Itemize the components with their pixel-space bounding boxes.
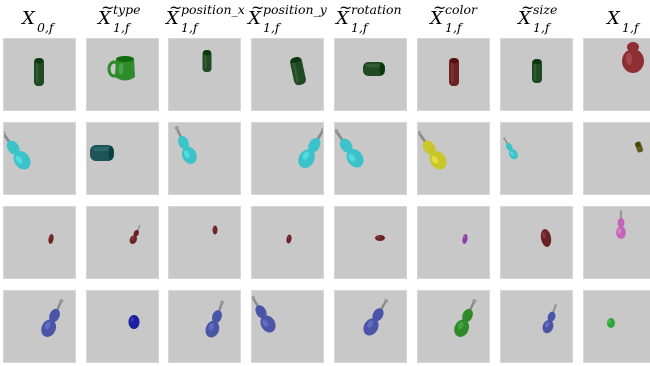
object-render: [454, 299, 477, 337]
object-render: [449, 58, 459, 86]
header-subscript: 1,f: [622, 20, 639, 35]
render-tile-r0-c4: [334, 38, 407, 111]
header-symbol: X: [607, 8, 620, 29]
object-render: [532, 59, 542, 83]
render-tile-r2-c1: [86, 206, 159, 279]
render-tile-r1-c0: [3, 122, 76, 195]
render-tile-r1-c2: [168, 122, 241, 195]
render-tile-r1-c4: [334, 122, 407, 195]
render-tile-r2-c3: [251, 206, 324, 279]
object-render: [129, 225, 141, 244]
render-tile-r0-c5: [417, 38, 490, 111]
render-tile-r1-c7: [583, 122, 650, 195]
object-render: [335, 128, 364, 168]
object-render: [375, 235, 385, 241]
object-render: [503, 137, 518, 160]
header-symbol: X: [98, 8, 111, 29]
header-symbol: X: [248, 8, 261, 29]
render-tile-r3-c4: [334, 290, 407, 363]
render-tile-r0-c6: [500, 38, 573, 111]
header-subscript: 1,f: [181, 20, 198, 35]
header-subscript: 1,f: [533, 20, 550, 35]
object-render: [298, 127, 323, 169]
object-render: [363, 298, 388, 336]
object-render: [290, 56, 306, 86]
object-render: [90, 145, 114, 161]
header-symbol: X: [22, 8, 35, 29]
render-tile-r2-c7: [583, 206, 650, 279]
object-render: [202, 50, 212, 72]
render-tile-r1-c3: [251, 122, 324, 195]
render-tile-r3-c6: [500, 290, 573, 363]
object-render: [174, 126, 197, 164]
object-render: [4, 130, 31, 170]
header-superscript: color: [445, 2, 478, 17]
header-symbol: X: [430, 8, 443, 29]
object-render: [128, 315, 140, 329]
object-render: [622, 42, 644, 73]
object-render: [34, 58, 44, 86]
render-tile-r2-c0: [3, 206, 76, 279]
object-render: [540, 229, 552, 247]
header-tilde: ~: [433, 0, 447, 17]
object-render: [286, 234, 292, 244]
header-superscript: size: [533, 2, 558, 17]
header-symbol: X: [336, 8, 349, 29]
object-render: [363, 62, 385, 76]
object-render: [542, 303, 558, 334]
header-tilde: ~: [101, 0, 115, 17]
render-tile-r1-c1: [86, 122, 159, 195]
header-subscript: 0,f: [37, 20, 54, 35]
header-symbol: X: [518, 8, 531, 29]
render-tile-r0-c1: [86, 38, 159, 111]
object-render: [205, 300, 225, 338]
render-tile-r3-c1: [86, 290, 159, 363]
render-tile-r3-c2: [168, 290, 241, 363]
render-tile-r3-c0: [3, 290, 76, 363]
render-tile-r0-c3: [251, 38, 324, 111]
render-tile-r2-c5: [417, 206, 490, 279]
render-tile-r2-c2: [168, 206, 241, 279]
render-tile-r3-c7: [583, 290, 650, 363]
object-render: [252, 295, 276, 333]
render-tile-r0-c0: [3, 38, 76, 111]
header-tilde: ~: [521, 0, 535, 17]
header-superscript: position_y: [263, 2, 327, 17]
object-render: [418, 130, 447, 170]
header-superscript: position_x: [181, 2, 245, 17]
object-render: [462, 234, 468, 244]
render-tile-r0-c2: [168, 38, 241, 111]
header-subscript: 1,f: [445, 20, 462, 35]
render-tile-r1-c6: [500, 122, 573, 195]
object-render: [634, 141, 644, 153]
header-tilde: ~: [339, 0, 353, 17]
header-subscript: 1,f: [351, 20, 368, 35]
header-subscript: 1,f: [113, 20, 130, 35]
render-tile-r1-c5: [417, 122, 490, 195]
render-tile-r2-c6: [500, 206, 573, 279]
header-tilde: ~: [169, 0, 183, 17]
render-tile-r0-c7: [583, 38, 650, 111]
object-render: [607, 318, 615, 328]
object-render: [616, 210, 626, 239]
render-tile-r3-c5: [417, 290, 490, 363]
header-superscript: rotation: [351, 2, 402, 17]
header-tilde: ~: [251, 0, 265, 17]
object-render: [107, 56, 135, 81]
header-symbol: X: [166, 8, 179, 29]
column-headers: X 0,f X ~ type 1,f X ~ position_x 1,f X ~ position_y…: [0, 0, 650, 38]
object-render: [41, 299, 64, 337]
object-render: [212, 225, 218, 235]
header-superscript: type: [113, 2, 141, 17]
header-subscript: 1,f: [263, 20, 280, 35]
render-tile-r2-c4: [334, 206, 407, 279]
render-tile-r3-c3: [251, 290, 324, 363]
object-render: [48, 234, 54, 244]
